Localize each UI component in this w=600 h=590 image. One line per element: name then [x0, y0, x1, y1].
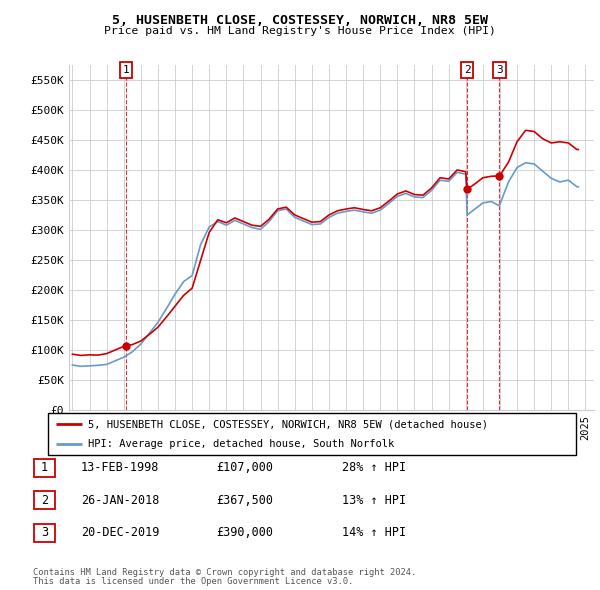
Text: 13% ↑ HPI: 13% ↑ HPI	[342, 494, 406, 507]
FancyBboxPatch shape	[34, 524, 55, 542]
Text: 14% ↑ HPI: 14% ↑ HPI	[342, 526, 406, 539]
Text: 20-DEC-2019: 20-DEC-2019	[81, 526, 160, 539]
Text: 1: 1	[122, 65, 129, 75]
FancyBboxPatch shape	[48, 413, 576, 455]
Text: 5, HUSENBETH CLOSE, COSTESSEY, NORWICH, NR8 5EW (detached house): 5, HUSENBETH CLOSE, COSTESSEY, NORWICH, …	[88, 419, 488, 430]
Text: 3: 3	[41, 526, 48, 539]
Text: £107,000: £107,000	[216, 461, 273, 474]
FancyBboxPatch shape	[34, 491, 55, 509]
Text: Price paid vs. HM Land Registry's House Price Index (HPI): Price paid vs. HM Land Registry's House …	[104, 26, 496, 36]
FancyBboxPatch shape	[34, 459, 55, 477]
Text: 2: 2	[464, 65, 470, 75]
Text: 3: 3	[496, 65, 503, 75]
Text: 2: 2	[41, 494, 48, 507]
Text: 1: 1	[41, 461, 48, 474]
Text: £390,000: £390,000	[216, 526, 273, 539]
Text: Contains HM Land Registry data © Crown copyright and database right 2024.: Contains HM Land Registry data © Crown c…	[33, 568, 416, 577]
Text: £367,500: £367,500	[216, 494, 273, 507]
Text: HPI: Average price, detached house, South Norfolk: HPI: Average price, detached house, Sout…	[88, 439, 394, 449]
Text: This data is licensed under the Open Government Licence v3.0.: This data is licensed under the Open Gov…	[33, 578, 353, 586]
Text: 13-FEB-1998: 13-FEB-1998	[81, 461, 160, 474]
Text: 28% ↑ HPI: 28% ↑ HPI	[342, 461, 406, 474]
Text: 5, HUSENBETH CLOSE, COSTESSEY, NORWICH, NR8 5EW: 5, HUSENBETH CLOSE, COSTESSEY, NORWICH, …	[112, 14, 488, 27]
Text: 26-JAN-2018: 26-JAN-2018	[81, 494, 160, 507]
